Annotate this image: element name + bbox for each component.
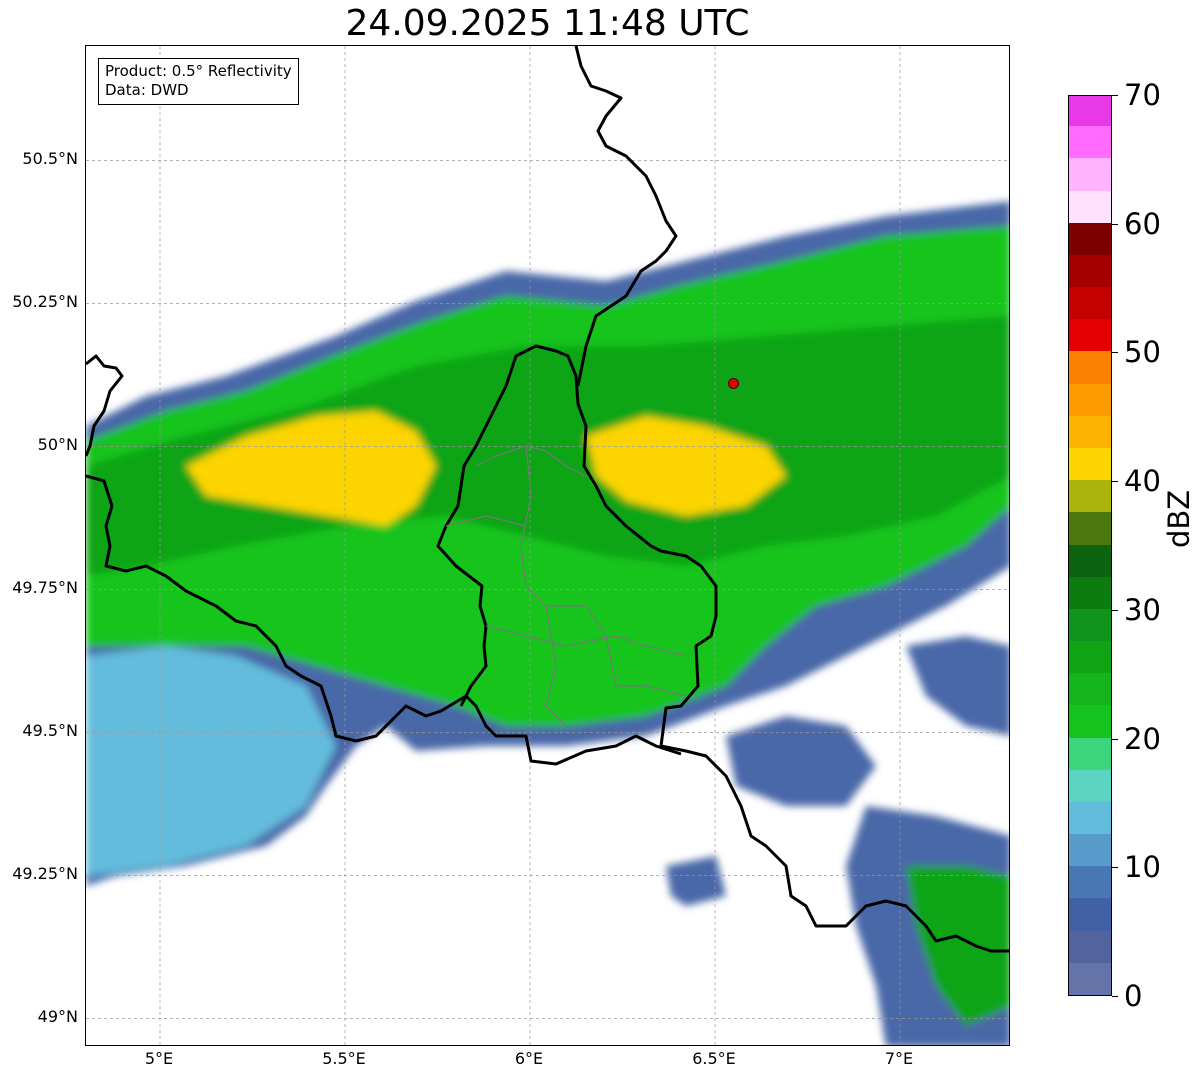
border-germany-north (574, 46, 678, 387)
colorbar-segment (1069, 415, 1111, 448)
colorbar-segment (1069, 672, 1111, 706)
lat-tick-label: 49.5°N (22, 721, 78, 741)
echo-blue-cell-3 (906, 636, 1009, 736)
data-source-label: Data: DWD (105, 81, 189, 99)
echo-blue-cell-1 (726, 716, 876, 806)
echo-blue-cell-2 (666, 856, 726, 906)
colorbar-tick-mark (1112, 996, 1118, 997)
lat-tick-label: 49.75°N (12, 578, 78, 598)
border-france-belgium (86, 474, 682, 766)
product-info-box: Product: 0.5° Reflectivity Data: DWD (98, 58, 299, 105)
colorbar-segment (1069, 608, 1111, 642)
district-borders (445, 445, 687, 727)
colorbar (1068, 95, 1112, 996)
colorbar-segment (1069, 189, 1111, 223)
colorbar-segment (1069, 640, 1111, 674)
colorbar-segment (1069, 865, 1111, 899)
colorbar-segment (1069, 383, 1111, 416)
echo-green-se (906, 866, 1009, 1026)
colorbar-tick-mark (1112, 609, 1118, 611)
colorbar-tick-label: 20 (1124, 721, 1161, 756)
colorbar-segment (1069, 318, 1111, 352)
colorbar-tick-mark (1112, 867, 1118, 869)
radar-map[interactable]: Product: 0.5° Reflectivity Data: DWD (85, 45, 1010, 1046)
lat-tick-label: 50.25°N (12, 292, 78, 312)
colorbar-tick-label: 10 (1124, 850, 1161, 885)
colorbar-tick-mark (1112, 95, 1118, 96)
lon-tick-label: 6°E (514, 1049, 544, 1068)
radar-map-canvas (86, 46, 1009, 1045)
colorbar-segment (1069, 962, 1111, 995)
echo-yellow-core-east (586, 416, 786, 516)
colorbar-segment (1069, 576, 1111, 609)
colorbar-tick-mark (1112, 738, 1118, 740)
radar-site-dot (728, 377, 739, 389)
colorbar-tick-mark (1112, 481, 1118, 483)
colorbar-segment (1069, 254, 1111, 288)
colorbar-segment (1069, 801, 1111, 835)
colorbar-segment (1069, 897, 1111, 931)
colorbar-segment (1069, 704, 1111, 738)
colorbar-tick-label: 30 (1124, 592, 1161, 627)
colorbar-tick-label: 0 (1124, 979, 1143, 1013)
lon-tick-label: 7°E (884, 1049, 914, 1068)
colorbar-tick-mark (1112, 223, 1118, 225)
colorbar-tick-label: 50 (1124, 335, 1161, 370)
colorbar-segment (1069, 157, 1111, 191)
colorbar-segment (1069, 833, 1111, 867)
echo-light-blue-sw (86, 646, 336, 876)
colorbar-segment (1069, 125, 1111, 159)
colorbar-tick-mark (1112, 352, 1118, 354)
plot-title: 24.09.2025 11:48 UTC (345, 3, 750, 44)
colorbar-tick-label: 60 (1124, 206, 1161, 241)
colorbar-segment (1069, 447, 1111, 481)
colorbar-segment (1069, 96, 1111, 127)
colorbar-tick-label: 40 (1124, 464, 1161, 499)
colorbar-segment (1069, 769, 1111, 802)
colorbar-segment (1069, 736, 1111, 770)
colorbar-label: dBZ (1162, 489, 1196, 548)
colorbar-segment (1069, 350, 1111, 384)
lat-tick-label: 49°N (37, 1007, 78, 1027)
border-west (86, 354, 124, 457)
border-germany-france (660, 744, 1009, 953)
lon-tick-label: 5°E (144, 1049, 174, 1068)
lat-tick-label: 50.5°N (22, 149, 78, 169)
lat-lon-grid (86, 46, 1009, 1045)
lon-tick-label: 6.5°E (692, 1049, 736, 1068)
reflectivity-field (86, 201, 1009, 1045)
colorbar-segment (1069, 511, 1111, 545)
product-label: Product: 0.5° Reflectivity (105, 62, 292, 80)
colorbar-segment (1069, 543, 1111, 577)
colorbar-segment (1069, 479, 1111, 513)
lat-tick-label: 50°N (37, 435, 78, 455)
lat-tick-label: 49.25°N (12, 864, 78, 884)
colorbar-segment (1069, 930, 1111, 963)
colorbar-tick-label: 70 (1124, 78, 1161, 112)
radar-site-marker (728, 377, 739, 389)
country-borders (86, 46, 1009, 953)
lon-tick-label: 5.5°E (322, 1049, 366, 1068)
border-luxembourg (436, 344, 718, 747)
echo-yellow-core-west (186, 411, 436, 526)
colorbar-segment (1069, 222, 1111, 255)
colorbar-segment (1069, 286, 1111, 320)
